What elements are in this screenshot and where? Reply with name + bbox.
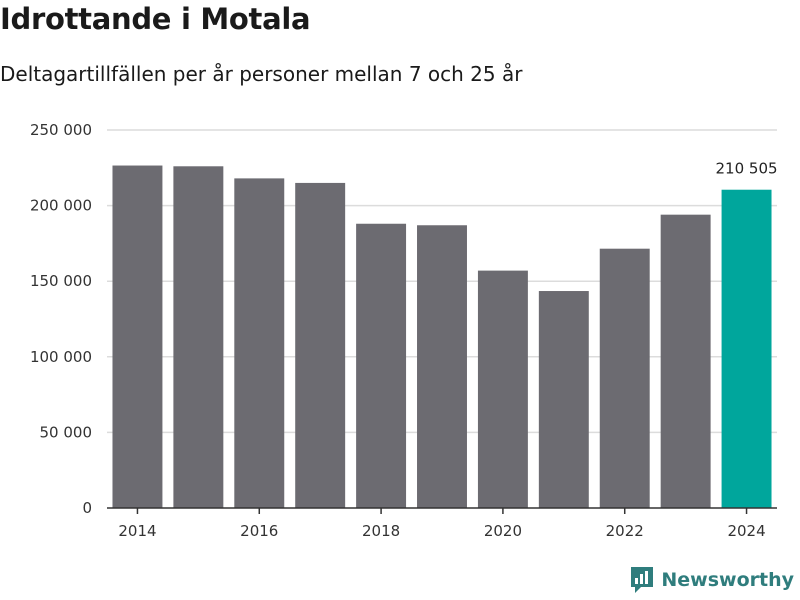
chart-subtitle: Deltagartillfällen per år personer mella…: [0, 62, 523, 86]
bar-2018: [356, 223, 407, 508]
x-tick-label: 2014: [118, 522, 156, 540]
bar-2020: [477, 270, 528, 508]
y-tick-label: 200 000: [30, 197, 92, 215]
brand-logo: Newsworthy: [629, 566, 794, 594]
bar-2019: [417, 225, 467, 509]
bar-2022: [599, 248, 650, 508]
y-tick-label: 0: [82, 499, 92, 517]
data-label: 210 505: [716, 160, 778, 178]
newsworthy-logo-icon: [631, 567, 654, 593]
x-tick-label: 2020: [484, 522, 522, 540]
y-tick-label: 150 000: [30, 272, 92, 290]
brand-name: Newsworthy: [661, 569, 794, 591]
y-tick-label: 100 000: [30, 348, 92, 366]
bar-2014: [112, 165, 163, 509]
x-tick-label: 2016: [240, 522, 278, 540]
y-tick-label: 250 000: [30, 121, 92, 139]
bar-2021: [538, 291, 589, 508]
x-tick-label: 2018: [362, 522, 400, 540]
bar-2017: [295, 182, 346, 509]
x-tick-label: 2022: [606, 522, 644, 540]
bar-2024: [721, 189, 772, 509]
bar-2016: [234, 178, 285, 508]
bar-2023: [660, 214, 711, 508]
bar-2015: [173, 166, 224, 508]
x-tick-label: 2024: [727, 522, 765, 540]
chart-title: Idrottande i Motala: [0, 2, 311, 36]
y-tick-label: 50 000: [40, 423, 93, 441]
